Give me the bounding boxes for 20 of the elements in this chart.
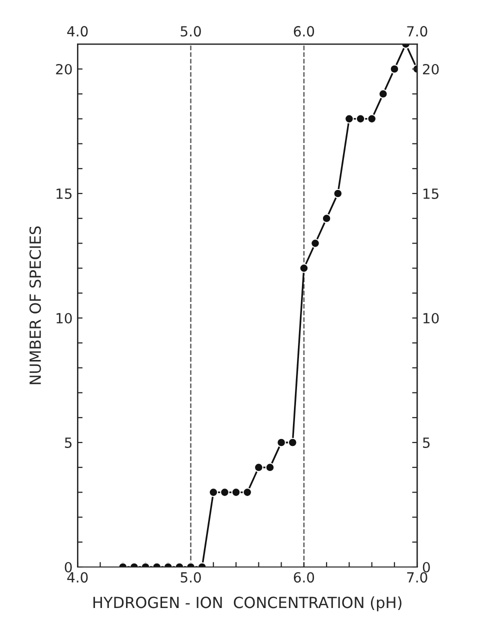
x-tick-label: 4.0 [67,572,88,583]
y2-tick-label: 5 [423,438,430,448]
y-tick-label: 20 [56,64,72,74]
x2-tick-label: 7.0 [407,26,428,37]
x-tick-label: 5.0 [180,572,201,583]
y-tick-label: 5 [64,438,72,448]
x2-tick-label: 5.0 [180,26,201,37]
y2-tick-label: 20 [422,64,439,74]
y-tick-label: 10 [56,312,72,324]
y-tick-label: 15 [56,188,72,199]
x-tick-label: 7.0 [407,572,428,583]
x2-tick-label: 6.0 [294,26,314,37]
x2-tick-label: 4.0 [67,26,88,37]
x-axis-title: HYDROGEN - ION CONCENTRATION (pH) [93,596,402,612]
x-tick-label: 6.0 [294,572,314,583]
y-axis-title: NUMBER OF SPECIES [29,226,41,384]
y-tick-label: 0 [64,562,72,572]
y2-tick-label: 15 [423,188,438,199]
y2-tick-label: 0 [422,562,430,572]
y2-tick-label: 10 [423,312,439,324]
